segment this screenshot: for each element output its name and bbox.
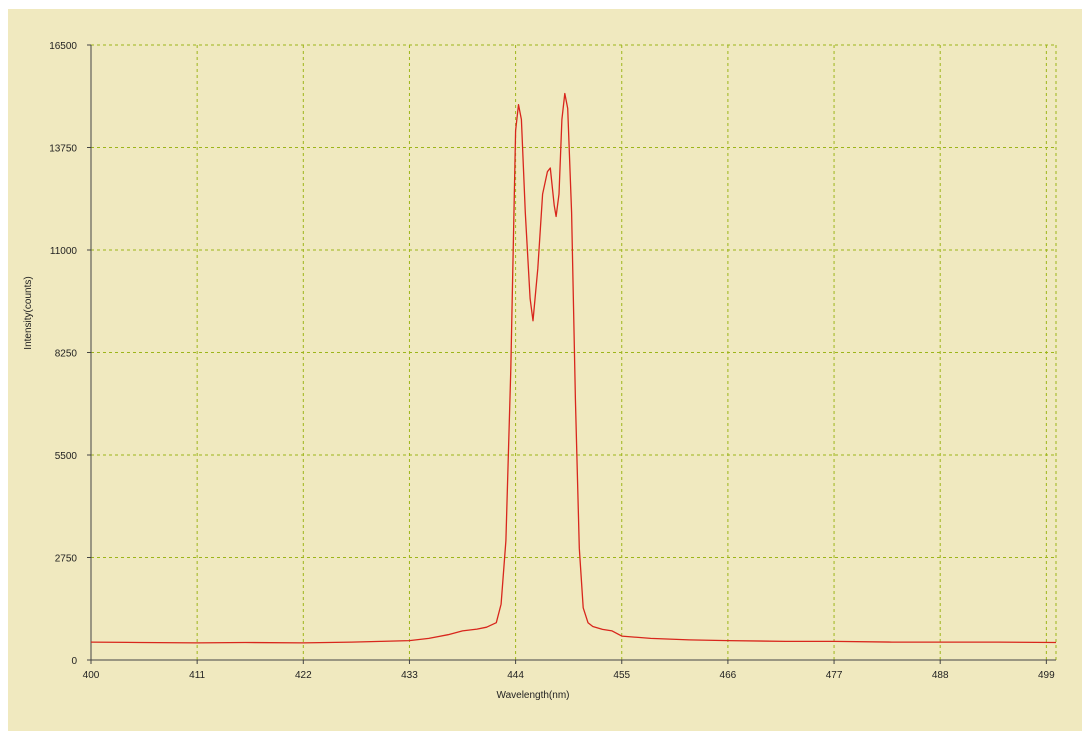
x-tick-label: 455 [613,670,630,681]
x-tick-label: 411 [189,670,205,681]
y-tick-label: 11000 [50,246,78,257]
y-tick-label: 2750 [55,554,78,565]
grid-layer [91,44,1057,660]
x-tick-label: 499 [1038,670,1055,681]
y-tick-label: 5500 [55,451,78,462]
x-tick-label: 488 [932,670,949,681]
y-tick-label: 8250 [55,349,78,360]
x-tick-label: 477 [826,670,843,681]
y-tick-label: 0 [71,656,77,667]
series-layer [90,92,1057,644]
x-tick-label: 422 [295,670,312,681]
y-tick-label: 13750 [49,144,77,155]
ticks-layer: 400 411 422 433 444 455 466 477 488 499 0 2750 5500 8… [49,41,1055,681]
y-axis-label: Intensity(counts) [23,276,34,349]
x-tick-label: 400 [83,670,100,681]
x-tick-label: 433 [401,670,418,681]
spectrum-line [90,92,1057,644]
x-tick-label: 466 [720,670,737,681]
x-axis-label: Wavelength(nm) [497,690,570,701]
chart-frame: 400 411 422 433 444 455 466 477 488 499 0 2750 5500 8… [8,9,1082,731]
x-tick-label: 444 [507,670,524,681]
chart: 400 411 422 433 444 455 466 477 488 499 0 2750 5500 8… [23,41,1057,701]
y-tick-label: 16500 [49,41,77,52]
